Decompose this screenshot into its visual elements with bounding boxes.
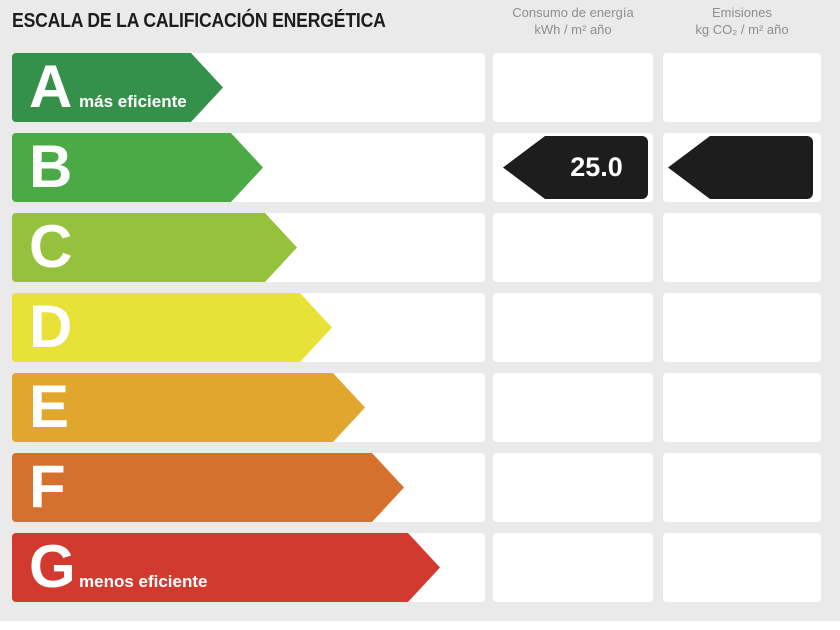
rating-row-d: D (0, 293, 840, 362)
consumption-cell (493, 373, 653, 442)
consumption-header-unit: kWh / m² año (534, 22, 612, 37)
rating-bar-g: G menos eficiente (12, 533, 440, 602)
rating-row-b: B 25.0 (0, 133, 840, 202)
rating-letter: F (29, 452, 66, 520)
consumption-cell (493, 213, 653, 282)
emissions-cell (663, 533, 821, 602)
emissions-header-unit: kg CO₂ / m² año (695, 22, 789, 37)
rating-letter: C (29, 212, 73, 280)
rating-letter: B (29, 132, 73, 200)
rating-letter: E (29, 372, 70, 440)
consumption-value: 25.0 (570, 152, 623, 182)
emissions-header-title: Emisiones (712, 5, 772, 20)
consumption-column-header: Consumo de energía kWh / m² año (493, 4, 653, 38)
page-title: ESCALA DE LA CALIFICACIÓN ENERGÉTICA (12, 10, 386, 32)
emissions-cell (663, 293, 821, 362)
rating-note: menos eficiente (79, 572, 208, 591)
consumption-cell (493, 533, 653, 602)
rating-bar-b: B (12, 133, 263, 202)
rating-row-e: E (0, 373, 840, 442)
consumption-cell (493, 453, 653, 522)
emissions-cell (663, 453, 821, 522)
rating-note: más eficiente (79, 92, 187, 111)
emissions-column-header: Emisiones kg CO₂ / m² año (663, 4, 821, 38)
rating-bar-f: F (12, 453, 404, 522)
consumption-cell (493, 293, 653, 362)
rating-row-c: C (0, 213, 840, 282)
rating-letter: A (29, 52, 73, 120)
consumption-header-title: Consumo de energía (512, 5, 634, 20)
rating-bar-d: D (12, 293, 332, 362)
rating-bar-c: C (12, 213, 297, 282)
rating-bar-e: E (12, 373, 365, 442)
rating-letter: G (29, 532, 76, 600)
rating-row-a: A más eficiente (0, 53, 840, 122)
emissions-cell (663, 213, 821, 282)
rating-row-f: F (0, 453, 840, 522)
rating-letter: D (29, 292, 73, 360)
emissions-cell (663, 373, 821, 442)
bottom-white-strip (0, 621, 840, 630)
consumption-cell (493, 53, 653, 122)
rating-bar-a: A más eficiente (12, 53, 223, 122)
rating-row-g: G menos eficiente (0, 533, 840, 602)
emissions-cell (663, 53, 821, 122)
